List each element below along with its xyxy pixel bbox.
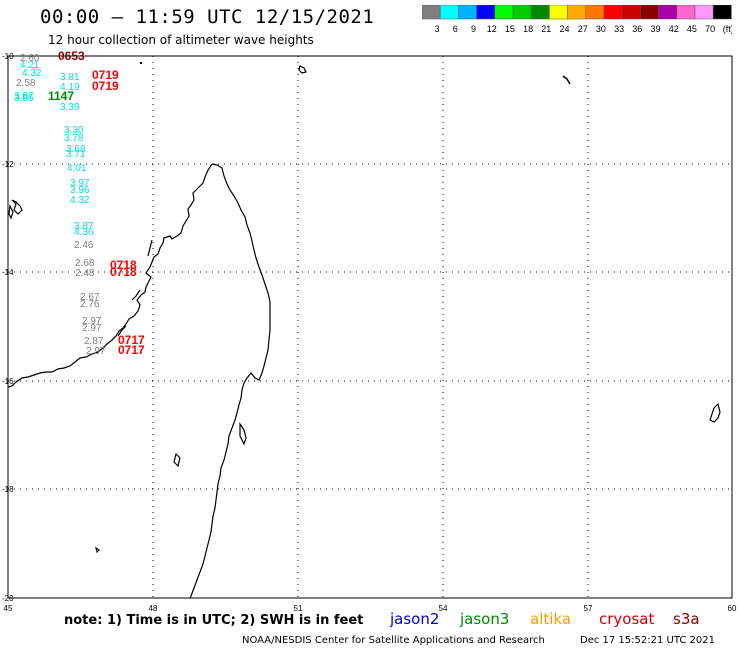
nosy-be-island	[173, 452, 181, 468]
mayotte-island	[8, 203, 14, 220]
madagascar-east-coastline	[189, 163, 271, 599]
scale-label: 18	[523, 24, 533, 34]
satellite-legend-item: altika	[530, 610, 572, 628]
scale-label: 33	[614, 24, 624, 34]
scale-label: 12	[487, 24, 497, 34]
wave-height-label: 3.87	[14, 91, 34, 102]
wave-height-label: 3.87	[74, 221, 94, 232]
wave-height-label: 3.30	[64, 125, 84, 136]
lon-tick-label: 54	[439, 604, 448, 613]
scale-label: 36	[632, 24, 642, 34]
pass-time-label: 0718	[110, 258, 137, 272]
wave-height-label: 2.97	[86, 346, 106, 357]
lat-tick-label: -16	[2, 377, 14, 386]
lat-tick-label: -18	[2, 485, 14, 494]
scale-swatch	[712, 5, 732, 20]
pass-time-label: 0717	[118, 333, 145, 347]
footer-timestamp: Dec 17 15:52:21 UTC 2021	[580, 635, 715, 646]
wave-height-label: 3.81	[60, 72, 80, 83]
axis-labels: 45 48 51 54 57 60 -10 -12 -14 -16 -18 -20	[2, 52, 737, 613]
wave-height-label: 3.96	[70, 185, 90, 196]
wave-height-label: 2.46	[74, 240, 94, 251]
wave-height-label: 3.97	[70, 178, 90, 189]
scale-label: 42	[669, 24, 679, 34]
wave-height-label: 4.19	[60, 82, 80, 93]
wave-height-label: 2.97	[82, 316, 102, 327]
lat-lon-grid	[8, 56, 732, 598]
offshore-dot	[140, 62, 142, 64]
scale-label: 70	[705, 24, 715, 34]
footer-note: note: 1) Time is in UTC; 2) SWH is in fe…	[64, 613, 364, 628]
wave-height-label: 4.36	[74, 227, 94, 238]
comoros-island	[11, 199, 23, 215]
lat-tick-label: -14	[2, 268, 14, 277]
pass-time-label: 0719	[92, 68, 119, 82]
pass-time-label: 0653	[58, 49, 85, 63]
lat-tick-label: -10	[2, 52, 14, 61]
tromelin-island	[709, 402, 721, 423]
map-frame	[7, 55, 733, 599]
wave-height-label: 3.71	[66, 149, 86, 160]
wave-height-label: 2.67	[80, 292, 100, 303]
lon-tick-label: 48	[149, 604, 158, 613]
satellite-legend-item: cryosat	[599, 610, 655, 628]
pass-time-label: 0717	[118, 343, 145, 357]
lon-tick-label: 57	[584, 604, 593, 613]
wave-height-label: 4.01	[67, 163, 87, 174]
lat-tick-label: -12	[2, 160, 14, 169]
wave-height-label: 2.87	[84, 336, 104, 347]
satellite-legend-item: jason2	[390, 610, 440, 628]
scale-label: 24	[559, 24, 569, 34]
offshore-islet	[95, 546, 100, 554]
wave-height-label: 3.86	[14, 93, 34, 104]
pass-time-label: 0718	[110, 265, 137, 279]
map-subtitle: 12 hour collection of altimeter wave hei…	[48, 33, 314, 47]
map-title: 00:00 – 11:59 UTC 12/15/2021	[40, 6, 375, 28]
west-coast-detail	[117, 239, 153, 337]
wave-height-label: 3.68	[66, 144, 86, 155]
wave-height-label: 4.21	[20, 60, 40, 71]
sainte-marie-island	[239, 422, 247, 446]
wave-height-label: 2.68	[75, 258, 95, 269]
wave-height-label: 4.32	[70, 195, 90, 206]
wave-height-label: 4.32	[22, 68, 42, 79]
scale-label: 6	[453, 24, 458, 34]
scale-label: 9	[471, 24, 476, 34]
agalega-island	[562, 75, 571, 85]
scale-label: 45	[687, 24, 697, 34]
wave-height-label: 2.60	[20, 53, 40, 64]
scale-label: 27	[578, 24, 588, 34]
scale-label: 39	[650, 24, 660, 34]
lon-tick-label: 45	[4, 604, 13, 613]
lon-tick-label: 51	[294, 604, 303, 613]
madagascar-coastline	[7, 163, 213, 388]
scale-label: 3	[435, 24, 440, 34]
pass-time-label: 1147	[48, 89, 74, 103]
wave-height-label: 3.39	[60, 102, 80, 113]
lat-tick-label: -20	[2, 594, 14, 603]
glorioso-island	[298, 65, 307, 74]
lon-tick-label: 60	[728, 604, 737, 613]
satellite-legend-item: s3a	[673, 610, 700, 628]
pass-time-label: 0719	[92, 79, 119, 93]
wave-height-label: 2.58	[16, 78, 36, 89]
scale-label: 15	[505, 24, 515, 34]
satellite-legend-item: jason3	[460, 610, 510, 628]
scale-label: 30	[596, 24, 606, 34]
scale-label: 21	[541, 24, 551, 34]
footer-credit: NOAA/NESDIS Center for Satellite Applica…	[242, 635, 545, 646]
wave-height-label: 3.78	[64, 133, 84, 144]
scale-label: (ft)	[723, 24, 732, 34]
wave-height-label: 2.48	[75, 268, 95, 279]
wave-height-label: 2.76	[80, 299, 100, 310]
wave-height-label: 2.97	[82, 323, 102, 334]
